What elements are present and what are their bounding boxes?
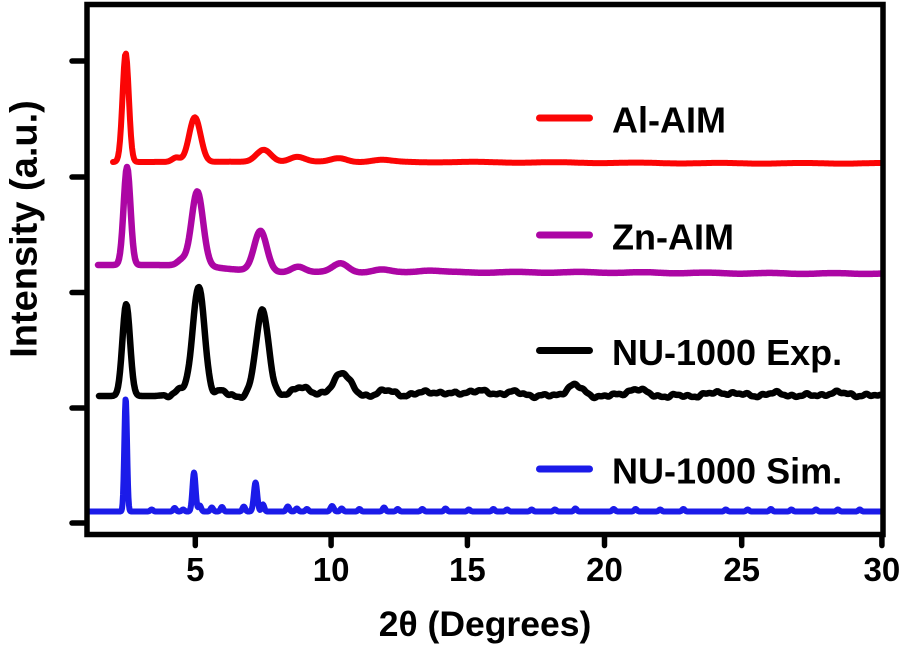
svg-text:20: 20 bbox=[586, 551, 623, 588]
svg-text:15: 15 bbox=[449, 551, 486, 588]
svg-text:2θ (Degrees): 2θ (Degrees) bbox=[379, 604, 592, 644]
svg-text:Intensity (a.u.): Intensity (a.u.) bbox=[4, 100, 46, 358]
svg-text:25: 25 bbox=[723, 551, 760, 588]
svg-text:5: 5 bbox=[186, 551, 204, 588]
svg-text:NU-1000 Sim.: NU-1000 Sim. bbox=[612, 451, 842, 492]
svg-text:Al-AIM: Al-AIM bbox=[612, 100, 726, 141]
svg-text:30: 30 bbox=[864, 551, 901, 588]
svg-text:Zn-AIM: Zn-AIM bbox=[612, 217, 734, 258]
svg-text:NU-1000 Exp.: NU-1000 Exp. bbox=[612, 332, 842, 373]
svg-text:10: 10 bbox=[313, 551, 350, 588]
